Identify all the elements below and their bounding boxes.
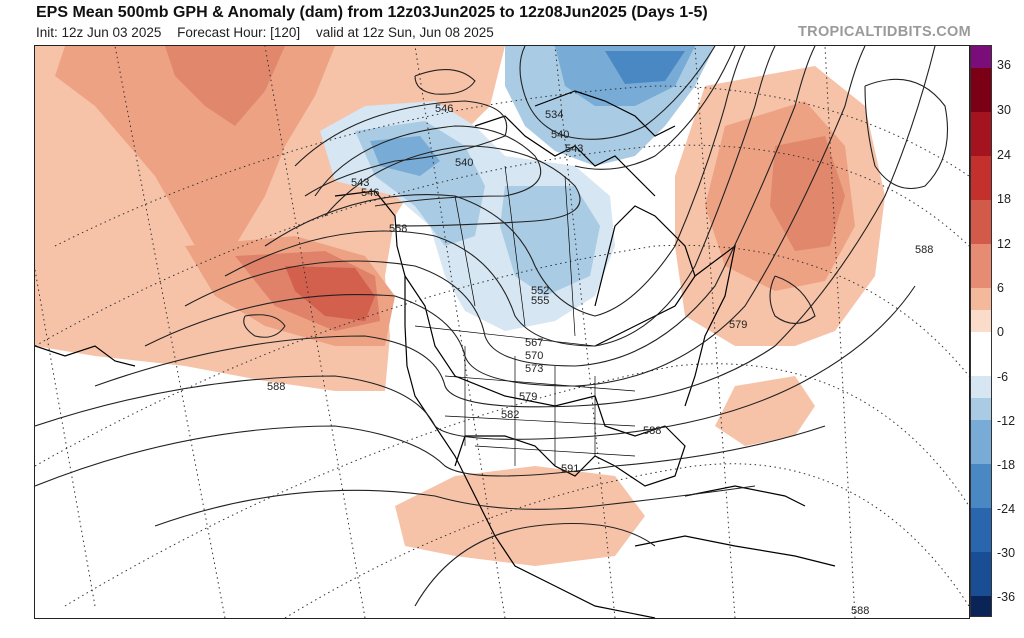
map-panel: 546 534 540 543 540 543 546 558 552 555 … bbox=[34, 45, 970, 619]
site-brand: TROPICALTIDBITS.COM bbox=[798, 24, 971, 40]
colorbar-label: -12 bbox=[997, 414, 1016, 428]
colorbar-swatch bbox=[971, 420, 991, 464]
colorbar-swatch bbox=[971, 310, 991, 332]
contour-label: 570 bbox=[525, 350, 543, 362]
chart-title: EPS Mean 500mb GPH & Anomaly (dam) from … bbox=[36, 4, 708, 21]
contour-label: 573 bbox=[525, 363, 543, 375]
colorbar-swatch bbox=[971, 200, 991, 244]
colorbar-label: -36 bbox=[997, 590, 1016, 604]
colorbar-svg bbox=[971, 46, 991, 616]
contour-label: 588 bbox=[643, 425, 661, 437]
colorbar-swatch bbox=[971, 46, 991, 68]
graticule bbox=[35, 46, 969, 618]
contour-label: 555 bbox=[531, 295, 549, 307]
colorbar-label: 30 bbox=[997, 103, 1011, 117]
contour-label: 591 bbox=[561, 463, 579, 475]
colorbar-swatch bbox=[971, 288, 991, 310]
contour-label: 534 bbox=[545, 109, 563, 121]
chart-subtitle: Init: 12z Jun 03 2025 Forecast Hour: [12… bbox=[36, 25, 506, 40]
colorbar-swatch bbox=[971, 244, 991, 288]
colorbar-label: 6 bbox=[997, 281, 1004, 295]
anomaly-colorbar bbox=[970, 45, 992, 617]
contour-labels: 546 534 540 543 540 543 546 558 552 555 … bbox=[267, 103, 933, 617]
colorbar-swatch bbox=[971, 68, 991, 112]
contour-label: 558 bbox=[389, 223, 407, 235]
colorbar-label: 12 bbox=[997, 237, 1011, 251]
colorbar-swatch bbox=[971, 552, 991, 596]
colorbar-swatch bbox=[971, 376, 991, 398]
map-svg: 546 534 540 543 540 543 546 558 552 555 … bbox=[35, 46, 969, 618]
colorbar-label: 18 bbox=[997, 192, 1011, 206]
valid-time: valid at 12z Sun, Jun 08 2025 bbox=[315, 25, 494, 40]
contour-label: 543 bbox=[565, 143, 583, 155]
colorbar-swatch bbox=[971, 398, 991, 420]
contour-label: 588 bbox=[851, 605, 869, 617]
colorbar-label: -6 bbox=[997, 370, 1009, 384]
contour-label: 546 bbox=[361, 187, 379, 199]
colorbar-swatch bbox=[971, 596, 991, 616]
contour-label: 588 bbox=[915, 244, 933, 256]
colorbar-label: 36 bbox=[997, 58, 1011, 72]
contour-label: 543 bbox=[351, 177, 369, 189]
contour-label: 540 bbox=[551, 129, 569, 141]
colorbar-swatch bbox=[971, 508, 991, 552]
colorbar-label: -30 bbox=[997, 546, 1016, 560]
contour-label: 552 bbox=[531, 285, 549, 297]
colorbar-label: 0 bbox=[997, 325, 1004, 339]
contour-label: 567 bbox=[525, 337, 543, 349]
height-contours bbox=[35, 46, 948, 607]
init-time: Init: 12z Jun 03 2025 bbox=[36, 25, 162, 40]
contour-label: 579 bbox=[519, 391, 537, 403]
anomaly-shading bbox=[35, 46, 885, 566]
contour-label: 579 bbox=[729, 319, 747, 331]
colorbar-swatch bbox=[971, 112, 991, 156]
colorbar-swatch bbox=[971, 156, 991, 200]
political-borders bbox=[414, 165, 636, 466]
contour-label: 588 bbox=[267, 381, 285, 393]
colorbar-label: -18 bbox=[997, 458, 1016, 472]
contour-label: 540 bbox=[455, 157, 473, 169]
colorbar-label: -24 bbox=[997, 502, 1016, 516]
positive-anomaly-mexico bbox=[395, 466, 645, 566]
contour-label: 546 bbox=[435, 103, 453, 115]
colorbar-swatch bbox=[971, 332, 991, 376]
contour-label: 582 bbox=[501, 409, 519, 421]
colorbar-swatch bbox=[971, 464, 991, 508]
forecast-hour: Forecast Hour: [120] bbox=[177, 25, 301, 40]
colorbar-label: 24 bbox=[997, 148, 1011, 162]
